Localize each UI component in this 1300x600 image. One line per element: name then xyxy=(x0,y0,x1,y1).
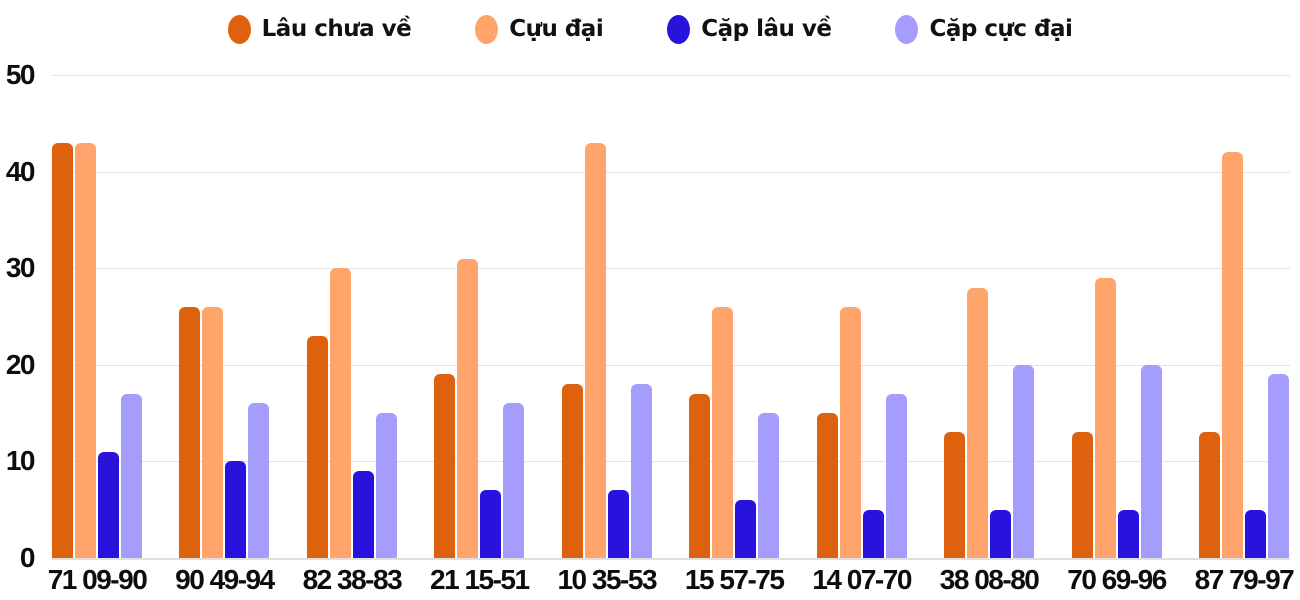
bar-cặp-cực-đại xyxy=(503,403,525,558)
bar-cựu-đại xyxy=(75,142,96,558)
bar-group xyxy=(1071,75,1162,558)
legend-swatch-icon xyxy=(895,14,919,44)
legend-label: Cặp lâu về xyxy=(701,16,832,42)
legend-item: Cựu đại xyxy=(475,14,604,44)
legend-item: Cặp cực đại xyxy=(895,14,1073,44)
bar-group xyxy=(1198,75,1289,558)
bar-group xyxy=(306,75,397,558)
gridline xyxy=(52,75,1290,76)
legend-label: Lâu chưa về xyxy=(261,16,412,42)
bar-group xyxy=(561,75,652,558)
y-tick-label: 40 xyxy=(5,155,36,187)
x-tick-label: 15 57-75 xyxy=(684,564,785,595)
bar-cặp-cực-đại xyxy=(630,384,652,558)
bar-group xyxy=(434,75,525,558)
bar-cựu-đại xyxy=(839,306,861,558)
bar-lâu-chưa-về xyxy=(52,142,73,558)
bar-cặp-lâu-về xyxy=(1117,509,1139,558)
gridline xyxy=(52,171,1290,173)
bar-lâu-chưa-về xyxy=(1198,432,1220,558)
gridline xyxy=(52,268,1290,270)
bar-group xyxy=(52,75,142,558)
x-tick-label: 90 49-94 xyxy=(175,564,275,595)
bar-cặp-lâu-về xyxy=(352,471,374,558)
bar-lâu-chưa-về xyxy=(434,374,456,558)
bar-cặp-cực-đại xyxy=(375,413,397,558)
legend-swatch-icon xyxy=(227,14,251,44)
bar-cựu-đại xyxy=(457,258,479,558)
bar-cặp-cực-đại xyxy=(885,393,907,558)
bar-cặp-lâu-về xyxy=(735,500,757,558)
legend-label: Cặp cực đại xyxy=(929,16,1073,42)
bar-cựu-đại xyxy=(202,306,224,558)
x-tick-label: 10 35-53 xyxy=(557,564,657,595)
bar-group xyxy=(944,75,1035,558)
x-tick-label: 14 07-70 xyxy=(812,564,912,595)
bar-cặp-lâu-về xyxy=(1244,509,1266,558)
legend-swatch-icon xyxy=(475,14,499,44)
chart-legend: Lâu chưa về Cựu đại Cặp lâu về Cặp cực đại xyxy=(0,4,1300,54)
x-tick-label: 71 09-90 xyxy=(47,564,148,595)
bar-cựu-đại xyxy=(967,287,989,558)
legend-item: Cặp lâu về xyxy=(667,14,832,44)
bar-lâu-chưa-về xyxy=(689,393,711,558)
bar-cặp-cực-đại xyxy=(758,413,780,558)
bar-cặp-lâu-về xyxy=(990,509,1012,558)
gridline xyxy=(52,364,1290,366)
bar-lâu-chưa-về xyxy=(179,306,201,558)
bar-lâu-chưa-về xyxy=(944,432,966,558)
y-tick-label: 20 xyxy=(5,348,36,380)
bar-group xyxy=(816,75,907,558)
bar-cựu-đại xyxy=(1221,152,1243,558)
x-tick-label: 82 38-83 xyxy=(302,564,403,595)
bar-group xyxy=(179,75,270,558)
bar-cặp-lâu-về xyxy=(480,490,502,558)
x-tick-label: 70 69-96 xyxy=(1067,564,1167,595)
legend-item: Lâu chưa về xyxy=(227,14,412,44)
bar-lâu-chưa-về xyxy=(1071,432,1093,558)
bar-cặp-cực-đại xyxy=(121,393,142,558)
bar-cựu-đại xyxy=(1094,277,1116,558)
bar-lâu-chưa-về xyxy=(816,413,838,558)
x-tick-label: 38 08-80 xyxy=(939,564,1040,595)
y-tick-label: 30 xyxy=(5,252,36,284)
bar-cặp-lâu-về xyxy=(225,461,247,558)
bar-cặp-cực-đại xyxy=(1013,364,1035,558)
bar-cặp-cực-đại xyxy=(1140,364,1162,558)
y-tick-label: 0 xyxy=(19,542,36,573)
legend-label: Cựu đại xyxy=(509,16,604,42)
bar-cặp-cực-đại xyxy=(1267,374,1289,558)
bar-cặp-lâu-về xyxy=(607,490,629,558)
bar-cặp-lâu-về xyxy=(98,451,119,558)
bar-cựu-đại xyxy=(329,268,351,558)
bar-cặp-cực-đại xyxy=(248,403,270,558)
y-tick-label: 10 xyxy=(5,445,36,477)
x-axis-baseline xyxy=(52,558,1290,560)
bar-lâu-chưa-về xyxy=(561,384,583,558)
x-tick-label: 21 15-51 xyxy=(430,564,530,595)
bar-lâu-chưa-về xyxy=(306,335,328,558)
x-tick-label: 87 79-97 xyxy=(1194,564,1295,595)
bar-cựu-đại xyxy=(584,142,606,558)
legend-swatch-icon xyxy=(667,14,691,44)
y-tick-label: 50 xyxy=(5,59,36,90)
gridline xyxy=(52,461,1290,463)
bar-cựu-đại xyxy=(712,306,734,558)
bar-cặp-lâu-về xyxy=(862,509,884,558)
plot-area xyxy=(52,75,1290,560)
bar-group xyxy=(689,75,780,558)
